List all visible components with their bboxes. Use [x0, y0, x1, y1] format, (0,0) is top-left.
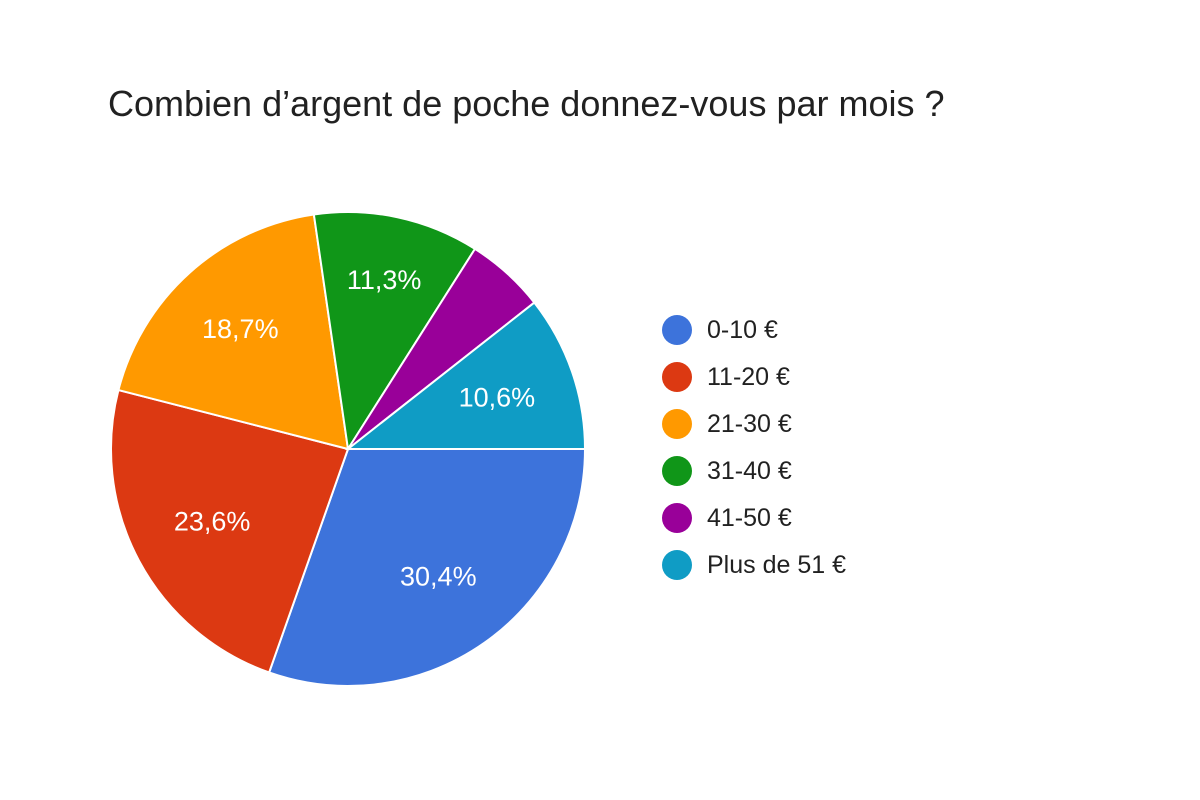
pie-slice-label: 18,7%: [202, 314, 279, 344]
pie-chart: 30,4% 23,6% 18,7% 11,3% 10,6%: [108, 209, 588, 689]
legend-item: Plus de 51 €: [662, 550, 846, 580]
legend-item: 41-50 €: [662, 503, 846, 533]
pie-slice: [110, 388, 350, 674]
legend-item-label: 21-30 €: [707, 409, 792, 438]
pie-slice-label: 10,6%: [459, 383, 536, 413]
pie-slice: [312, 211, 477, 452]
legend-item: 0-10 €: [662, 315, 846, 345]
legend-item: 31-40 €: [662, 456, 846, 486]
chart-title: Combien d’argent de poche donnez-vous pa…: [108, 83, 945, 124]
legend: 0-10 € 11-20 € 21-30 € 31-40 € 41-50 € P…: [662, 315, 846, 580]
pie-slice: [345, 301, 587, 450]
pie-slice-label: 11,3%: [347, 265, 422, 295]
legend-color-dot-icon: [662, 550, 692, 580]
legend-item: 21-30 €: [662, 409, 846, 439]
pie-slice-label: 23,6%: [174, 507, 251, 537]
legend-color-dot-icon: [662, 315, 692, 345]
legend-item-label: 11-20 €: [707, 362, 790, 391]
pie-chart-svg: 30,4% 23,6% 18,7% 11,3% 10,6%: [110, 211, 587, 687]
legend-item-label: 41-50 €: [707, 503, 792, 532]
legend-color-dot-icon: [662, 362, 692, 392]
legend-color-dot-icon: [662, 409, 692, 439]
legend-item-label: Plus de 51 €: [707, 550, 846, 579]
legend-item-label: 31-40 €: [707, 456, 792, 485]
legend-item-label: 0-10 €: [707, 315, 778, 344]
pie-slice: [267, 448, 587, 687]
pie-slice: [117, 213, 350, 451]
legend-color-dot-icon: [662, 456, 692, 486]
legend-item: 11-20 €: [662, 362, 846, 392]
pie-slice-label: 30,4%: [400, 562, 477, 592]
legend-color-dot-icon: [662, 503, 692, 533]
